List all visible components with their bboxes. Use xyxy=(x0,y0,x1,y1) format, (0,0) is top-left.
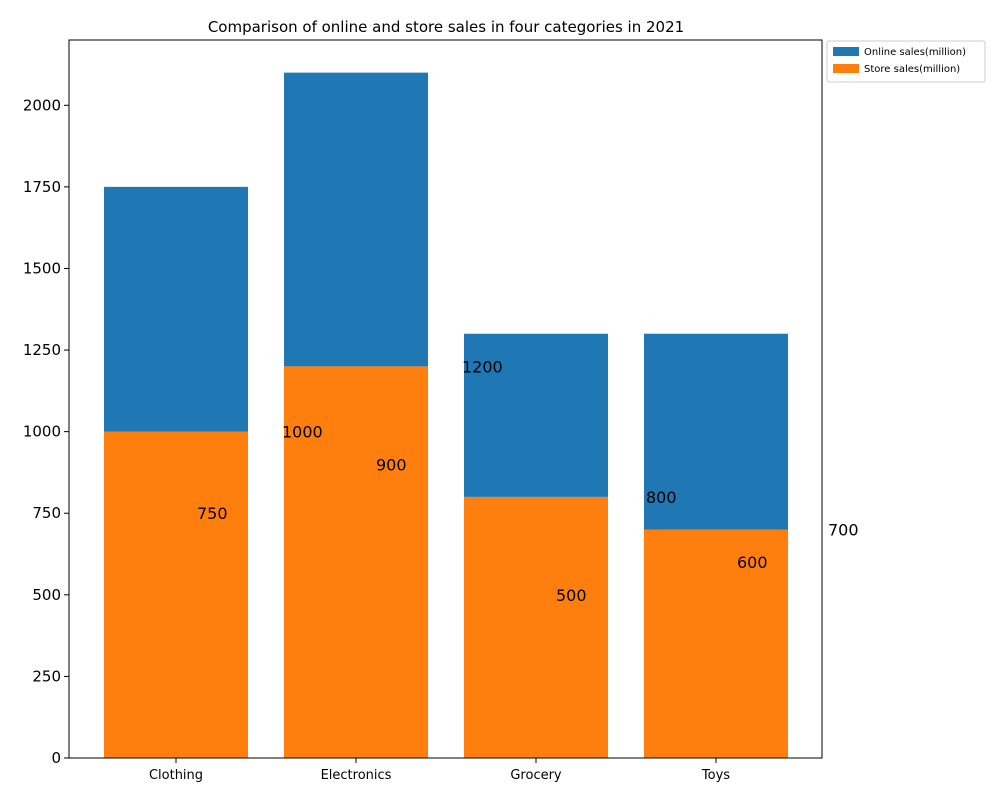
data-label: 600 xyxy=(737,553,768,572)
x-tick-label: Grocery xyxy=(510,768,562,783)
bars-group xyxy=(104,72,788,758)
data-label: 750 xyxy=(197,504,228,523)
data-label: 900 xyxy=(376,455,407,474)
plot-frame xyxy=(68,39,823,759)
data-label: 1000 xyxy=(282,423,323,442)
legend-swatch-online xyxy=(833,47,859,56)
annotations-group: 750 1000 900 1200 500 800 600 700 xyxy=(197,357,859,604)
y-tick-label: 1500 xyxy=(23,259,61,277)
y-tick-label: 500 xyxy=(32,586,61,604)
data-label: 700 xyxy=(828,521,859,540)
x-tick-label: Toys xyxy=(701,768,730,783)
legend-label-store: Store sales(million) xyxy=(864,64,960,75)
y-axis: 0 250 500 750 1000 1250 1500 1750 2000 xyxy=(23,96,69,767)
x-tick-label: Clothing xyxy=(149,768,203,783)
data-label: 800 xyxy=(646,488,677,507)
chart-title: Comparison of online and store sales in … xyxy=(208,18,684,36)
legend: Online sales(million) Store sales(millio… xyxy=(826,40,986,83)
bar-store-electronics xyxy=(284,366,428,758)
y-tick-label: 250 xyxy=(32,667,61,685)
x-axis: Clothing Electronics Grocery Toys xyxy=(149,758,730,783)
legend-label-online: Online sales(million) xyxy=(864,47,966,58)
bar-online-grocery xyxy=(464,333,608,497)
legend-swatch-store xyxy=(833,64,859,73)
y-tick-label: 1750 xyxy=(23,178,61,196)
bar-store-clothing xyxy=(104,431,248,758)
data-label: 1200 xyxy=(462,357,503,376)
bar-store-grocery xyxy=(464,496,608,758)
data-label: 500 xyxy=(556,586,587,605)
y-tick-label: 1000 xyxy=(23,423,61,441)
bar-online-toys xyxy=(644,333,788,530)
y-tick-label: 1250 xyxy=(23,341,61,359)
bar-online-clothing xyxy=(104,186,248,432)
y-tick-label: 2000 xyxy=(23,96,61,114)
bar-online-electronics xyxy=(284,72,428,367)
y-tick-label: 750 xyxy=(32,504,61,522)
bar-store-toys xyxy=(644,529,788,758)
x-tick-label: Electronics xyxy=(321,768,392,783)
y-tick-label: 0 xyxy=(51,749,61,767)
legend-box xyxy=(826,40,986,83)
